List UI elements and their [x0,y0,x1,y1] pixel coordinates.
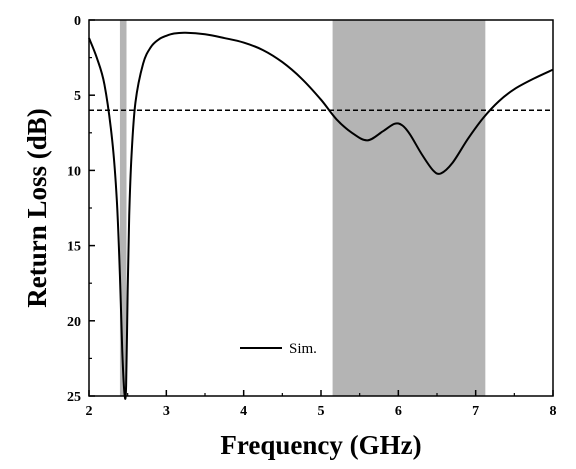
x-tick-label: 2 [86,404,93,419]
x-tick-label: 7 [472,404,479,419]
y-tick-label: 5 [74,89,81,104]
shaded-band-0 [119,20,127,396]
x-tick-label: 4 [240,404,247,419]
x-tick-label: 3 [163,404,170,419]
shaded-bands [119,20,486,396]
x-ticks: 2 3 4 5 6 7 8 [86,390,557,419]
y-axis-title: Return Loss (dB) [22,108,52,308]
x-tick-label: 6 [395,404,402,419]
y-tick-label: 15 [67,240,81,255]
legend: Sim. [240,341,317,357]
y-ticks: 0 5 10 15 20 25 [67,14,95,405]
y-tick-label: 0 [74,14,81,29]
shaded-band-1 [332,20,486,396]
legend-label-sim: Sim. [289,341,317,357]
x-axis-title: Frequency (GHz) [220,430,421,460]
y-tick-label: 25 [67,390,81,405]
y-tick-label: 10 [67,164,81,179]
x-tick-label: 5 [318,404,325,419]
series-group [88,31,554,400]
y-tick-label: 20 [67,315,81,330]
x-tick-label: 8 [550,404,557,419]
series-line-0 [88,31,554,400]
